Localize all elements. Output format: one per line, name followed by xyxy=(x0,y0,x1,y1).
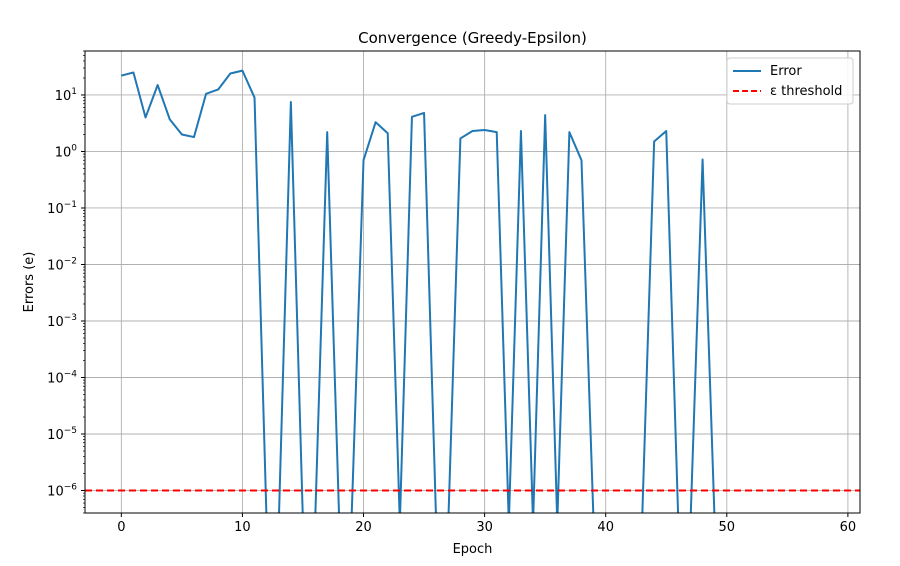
legend-label-threshold: ε threshold xyxy=(770,84,842,99)
y-grid xyxy=(85,94,860,491)
x-grid xyxy=(120,51,849,513)
x-tick-label: 50 xyxy=(719,520,736,535)
y-tick-label: 10−4 xyxy=(47,370,77,387)
error-series-line xyxy=(121,69,716,513)
x-axis-label: Epoch xyxy=(453,542,493,557)
y-tick-label: 10−1 xyxy=(47,200,77,217)
y-axis-label: Errors (e) xyxy=(22,252,37,313)
y-tick-label: 101 xyxy=(55,87,77,104)
x-tick-label: 60 xyxy=(840,520,857,535)
plot-frame xyxy=(84,50,861,514)
y-tick-label: 10−5 xyxy=(47,426,77,443)
chart-title: Convergence (Greedy-Epsilon) xyxy=(358,29,587,47)
x-tick-label: 10 xyxy=(234,520,251,535)
x-tick-label: 20 xyxy=(355,520,372,535)
y-ticks: 10−6 10−5 10−4 10−3 10−2 10−1 100 101 xyxy=(47,50,85,514)
x-tick-label: 30 xyxy=(476,520,493,535)
y-tick-label: 100 xyxy=(55,143,78,160)
x-ticks: 0 10 20 30 40 50 60 xyxy=(117,513,856,535)
legend-box xyxy=(726,57,854,105)
y-tick-label: 10−6 xyxy=(47,483,77,500)
y-tick-label: 10−2 xyxy=(47,256,77,273)
series-layer xyxy=(85,69,860,513)
legend-label-error: Error xyxy=(770,64,802,79)
x-tick-label: 0 xyxy=(117,520,125,535)
y-tick-label: 10−3 xyxy=(47,313,77,330)
legend: Error ε threshold xyxy=(726,57,854,105)
x-tick-label: 40 xyxy=(597,520,614,535)
